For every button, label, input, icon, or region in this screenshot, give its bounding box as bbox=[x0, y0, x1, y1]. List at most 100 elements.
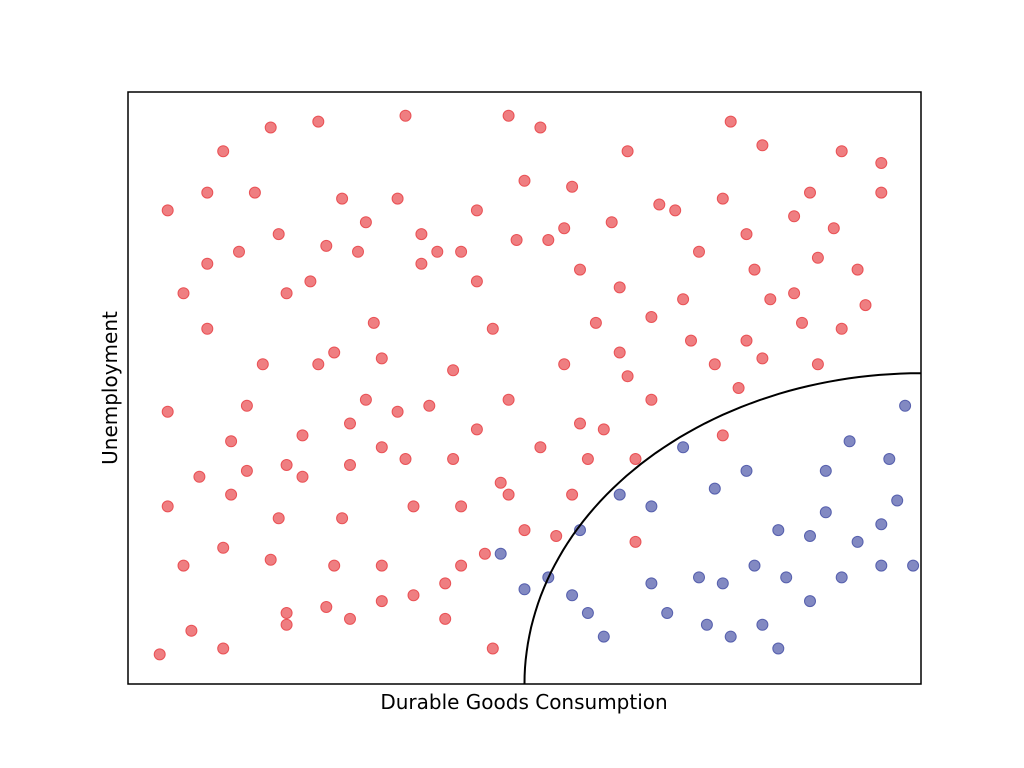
red-data-point bbox=[589, 316, 602, 329]
blue-data-point bbox=[875, 559, 888, 572]
red-data-point bbox=[835, 145, 848, 158]
red-data-point bbox=[399, 109, 412, 122]
blue-data-point bbox=[875, 518, 888, 531]
red-data-point bbox=[161, 204, 174, 217]
blue-data-point bbox=[724, 630, 737, 643]
red-data-point bbox=[486, 322, 499, 335]
blue-data-point bbox=[851, 535, 864, 548]
red-data-point bbox=[193, 470, 206, 483]
red-data-point bbox=[502, 488, 515, 501]
red-data-point bbox=[296, 470, 309, 483]
red-data-point bbox=[177, 287, 190, 300]
red-data-point bbox=[447, 453, 460, 465]
red-data-point bbox=[336, 512, 349, 525]
red-data-point bbox=[645, 393, 658, 406]
red-data-point bbox=[621, 370, 634, 383]
red-data-point bbox=[478, 547, 491, 560]
red-data-point bbox=[375, 352, 388, 365]
red-data-point bbox=[280, 607, 293, 619]
red-data-point bbox=[788, 287, 801, 300]
blue-data-point bbox=[566, 589, 579, 602]
red-data-point bbox=[605, 216, 618, 229]
red-data-point bbox=[391, 192, 404, 205]
red-data-point bbox=[851, 263, 864, 276]
red-data-point bbox=[613, 281, 626, 294]
red-data-point bbox=[217, 145, 230, 158]
blue-data-point bbox=[883, 453, 896, 465]
red-data-point bbox=[534, 121, 547, 134]
blue-data-point bbox=[518, 583, 531, 596]
red-data-point bbox=[256, 358, 269, 371]
red-data-point bbox=[716, 192, 729, 205]
blue-data-point bbox=[835, 571, 848, 584]
blue-data-point bbox=[748, 559, 761, 572]
red-data-point bbox=[161, 405, 174, 418]
red-data-point bbox=[518, 524, 531, 537]
red-data-point bbox=[550, 530, 563, 542]
red-data-point bbox=[272, 228, 285, 241]
red-data-point bbox=[185, 624, 198, 637]
red-data-point bbox=[558, 358, 571, 371]
blue-data-point bbox=[899, 399, 912, 412]
red-data-point bbox=[280, 618, 293, 631]
red-data-point bbox=[431, 245, 444, 258]
red-data-point bbox=[748, 263, 761, 276]
blue-data-point bbox=[581, 607, 594, 619]
red-data-point bbox=[859, 299, 872, 312]
blue-data-point bbox=[700, 618, 713, 631]
red-data-point bbox=[415, 228, 428, 241]
red-data-point bbox=[740, 334, 753, 347]
red-data-point bbox=[312, 358, 325, 371]
red-data-point bbox=[629, 453, 642, 465]
blue-data-point bbox=[819, 464, 832, 477]
red-data-point bbox=[225, 435, 238, 448]
red-data-point bbox=[613, 346, 626, 359]
red-data-point bbox=[574, 417, 586, 430]
blue-data-point bbox=[907, 559, 920, 572]
red-data-point bbox=[201, 186, 214, 199]
red-data-point bbox=[352, 245, 364, 258]
blue-data-point bbox=[645, 500, 658, 513]
red-data-point bbox=[455, 245, 468, 258]
blue-data-point bbox=[804, 595, 816, 608]
blue-data-point bbox=[597, 630, 610, 643]
red-data-point bbox=[264, 553, 277, 566]
red-data-point bbox=[415, 257, 428, 270]
red-data-point bbox=[502, 109, 515, 122]
points-layer bbox=[153, 109, 920, 661]
red-data-point bbox=[407, 589, 420, 602]
red-data-point bbox=[764, 293, 777, 306]
red-data-point bbox=[581, 453, 594, 465]
blue-data-point bbox=[693, 571, 705, 584]
blue-data-point bbox=[661, 607, 674, 619]
red-data-point bbox=[629, 535, 642, 548]
red-data-point bbox=[486, 642, 499, 655]
red-data-point bbox=[653, 198, 666, 211]
blue-data-point bbox=[772, 642, 785, 655]
red-data-point bbox=[375, 595, 388, 608]
red-data-point bbox=[574, 263, 586, 276]
red-data-point bbox=[566, 488, 579, 501]
y-axis-label: Unemployment bbox=[98, 311, 122, 465]
red-data-point bbox=[328, 559, 341, 572]
red-data-point bbox=[756, 352, 769, 365]
red-data-point bbox=[336, 192, 349, 205]
red-data-point bbox=[510, 234, 523, 246]
blue-data-point bbox=[891, 494, 904, 507]
red-data-point bbox=[248, 186, 261, 199]
blue-data-point bbox=[708, 482, 721, 495]
red-data-point bbox=[597, 423, 610, 436]
red-data-point bbox=[423, 399, 436, 412]
red-data-point bbox=[645, 311, 658, 323]
red-data-point bbox=[788, 210, 801, 223]
red-data-point bbox=[240, 464, 253, 477]
blue-data-point bbox=[645, 577, 658, 590]
red-data-point bbox=[161, 500, 174, 513]
red-data-point bbox=[225, 488, 238, 501]
red-data-point bbox=[272, 512, 285, 525]
red-data-point bbox=[217, 642, 230, 655]
red-data-point bbox=[240, 399, 253, 412]
red-data-point bbox=[312, 115, 325, 128]
red-data-point bbox=[439, 577, 452, 590]
